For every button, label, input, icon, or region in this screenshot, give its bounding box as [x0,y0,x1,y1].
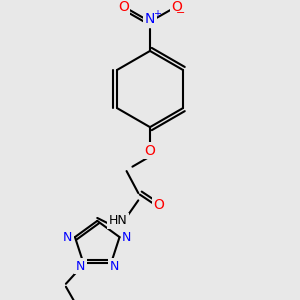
Text: O: O [153,198,164,212]
Text: −: − [176,8,185,18]
Text: +: + [153,9,161,19]
Text: N: N [145,12,155,26]
Text: O: O [145,144,155,158]
Text: N: N [122,231,132,244]
Text: N: N [76,260,85,273]
Text: O: O [118,0,129,14]
Text: HN: HN [108,214,127,227]
Text: O: O [171,0,182,14]
Text: N: N [63,231,72,244]
Text: N: N [109,260,119,273]
